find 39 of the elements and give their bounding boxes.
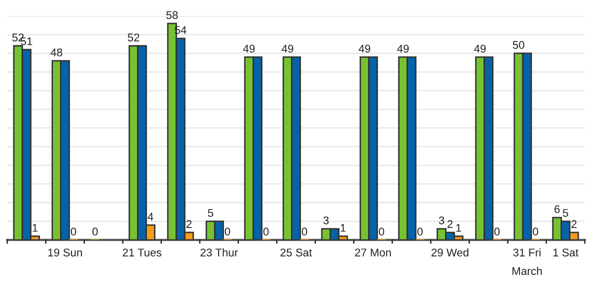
data-label: 0 [70, 228, 76, 236]
data-label: 49 [397, 44, 409, 53]
data-label: 1 [32, 224, 38, 232]
x-tick-label: 23 Thur [200, 248, 238, 256]
data-label: 4 [148, 212, 154, 220]
x-tick-label: 25 Sat [280, 248, 312, 256]
data-label: 0 [532, 228, 538, 236]
data-label: 58 [166, 11, 178, 20]
data-label: 49 [243, 44, 255, 53]
data-label: 49 [474, 44, 486, 53]
data-label: 0 [263, 228, 269, 236]
data-label: 5 [208, 209, 214, 217]
x-tick-label: 31 Fri [513, 248, 540, 256]
data-label: 6 [554, 205, 560, 214]
data-label: 3 [438, 216, 444, 224]
text: March [512, 266, 542, 275]
data-label: 2 [448, 220, 453, 228]
data-label: 49 [358, 44, 370, 53]
data-label: 2 [186, 220, 192, 228]
x-tick-label: 29 Wed [432, 248, 468, 256]
data-label: 5 [562, 209, 568, 217]
data-label: 1 [456, 224, 462, 232]
data-label: 52 [128, 34, 140, 42]
data-label: 1 [340, 224, 346, 232]
data-label: 0 [92, 228, 98, 236]
x-tick-label: 27 Mon [355, 248, 391, 256]
x-tick-label: 21 Tues [122, 248, 162, 256]
data-label: 3 [323, 216, 329, 224]
x-tick-label: 1 Sat [553, 248, 578, 256]
data-label: 48 [50, 48, 62, 56]
data-label: 49 [282, 44, 294, 53]
data-label: 0 [302, 228, 308, 236]
data-label: 0 [224, 228, 230, 236]
data-label: 0 [494, 228, 500, 236]
x-tick-label: 19 Sun [48, 248, 82, 256]
data-label: 0 [378, 228, 384, 236]
data-label: 50 [512, 41, 524, 49]
data-label: 0 [417, 228, 423, 236]
data-label: 2 [571, 220, 577, 228]
